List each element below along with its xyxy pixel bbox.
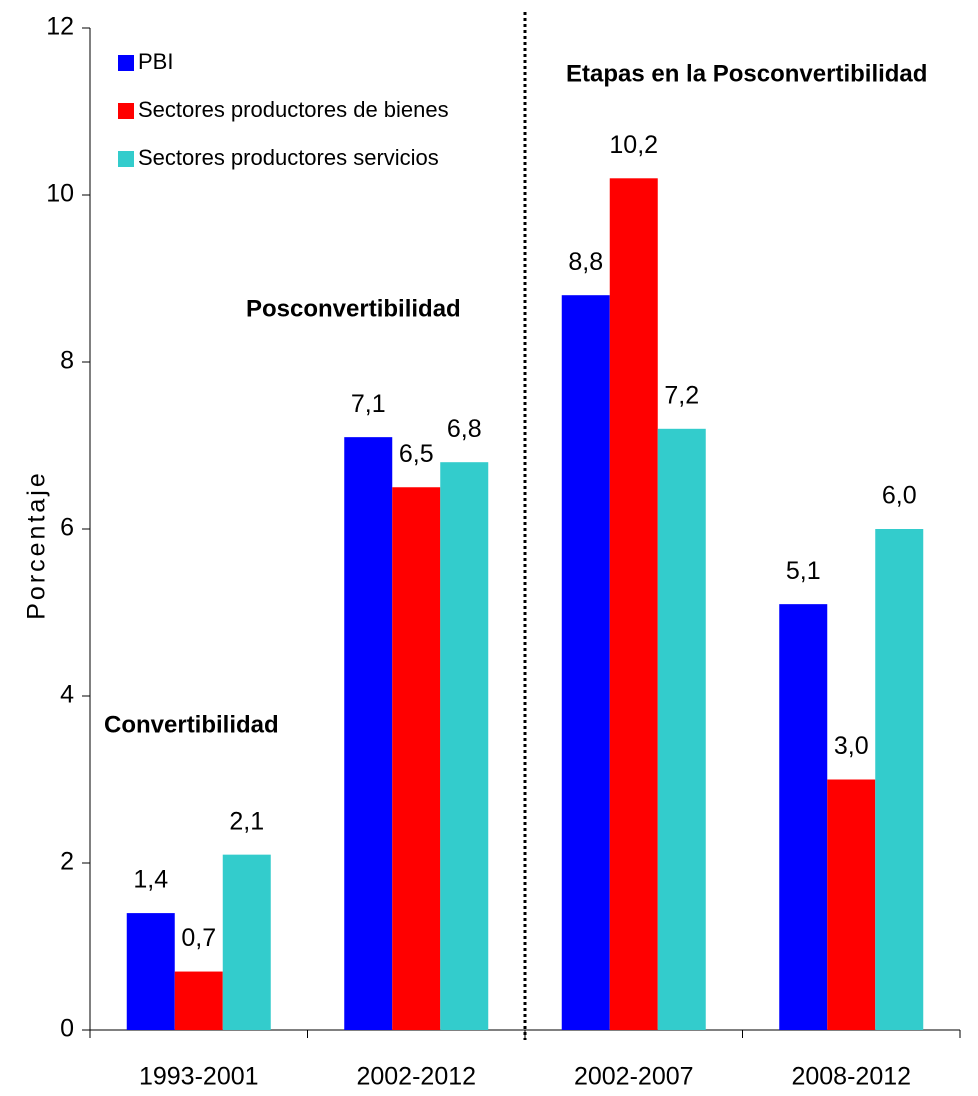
legend-swatch: [118, 103, 134, 119]
bar: [657, 428, 706, 1030]
x-tick-label: 2008-2012: [791, 1063, 911, 1091]
data-label: 7,2: [664, 381, 699, 409]
annotation: Posconvertibilidad: [246, 295, 461, 322]
x-tick-label: 1993-2001: [139, 1063, 259, 1091]
data-label: 5,1: [786, 557, 821, 585]
legend-label: Sectores productores de bienes: [138, 97, 449, 122]
y-tick-label: 12: [46, 13, 74, 41]
data-label: 8,8: [568, 248, 603, 276]
y-tick-label: 2: [60, 848, 74, 876]
data-label: 0,7: [181, 924, 216, 952]
y-axis-label: Porcentaje: [23, 470, 51, 620]
bar: [126, 913, 175, 1030]
bar: [875, 529, 924, 1030]
data-label: 6,8: [447, 415, 482, 443]
bar: [222, 854, 271, 1030]
bar: [827, 779, 876, 1030]
legend-swatch: [118, 55, 134, 71]
legend-label: Sectores productores servicios: [138, 145, 439, 170]
bar: [440, 462, 489, 1030]
x-tick-label: 2002-2007: [574, 1063, 694, 1091]
data-label: 1,4: [133, 866, 168, 894]
bar: [174, 971, 223, 1030]
y-tick-label: 10: [46, 180, 74, 208]
annotation: Convertibilidad: [104, 711, 279, 738]
bar: [344, 437, 393, 1030]
annotation: Etapas en la Posconvertibilidad: [566, 60, 927, 87]
y-tick-label: 0: [60, 1015, 74, 1043]
legend-label: PBI: [138, 49, 173, 74]
bar: [561, 295, 610, 1030]
y-tick-label: 4: [60, 681, 74, 709]
bar: [609, 178, 658, 1031]
legend-swatch: [118, 151, 134, 167]
data-label: 7,1: [351, 390, 386, 418]
data-label: 10,2: [609, 131, 658, 159]
data-label: 2,1: [229, 807, 264, 835]
data-label: 6,0: [882, 482, 917, 510]
y-tick-label: 6: [60, 514, 74, 542]
y-tick-label: 8: [60, 347, 74, 375]
bar: [779, 604, 828, 1030]
data-label: 3,0: [834, 732, 869, 760]
data-label: 6,5: [399, 440, 434, 468]
bar: [392, 487, 441, 1030]
x-tick-label: 2002-2012: [356, 1063, 476, 1091]
